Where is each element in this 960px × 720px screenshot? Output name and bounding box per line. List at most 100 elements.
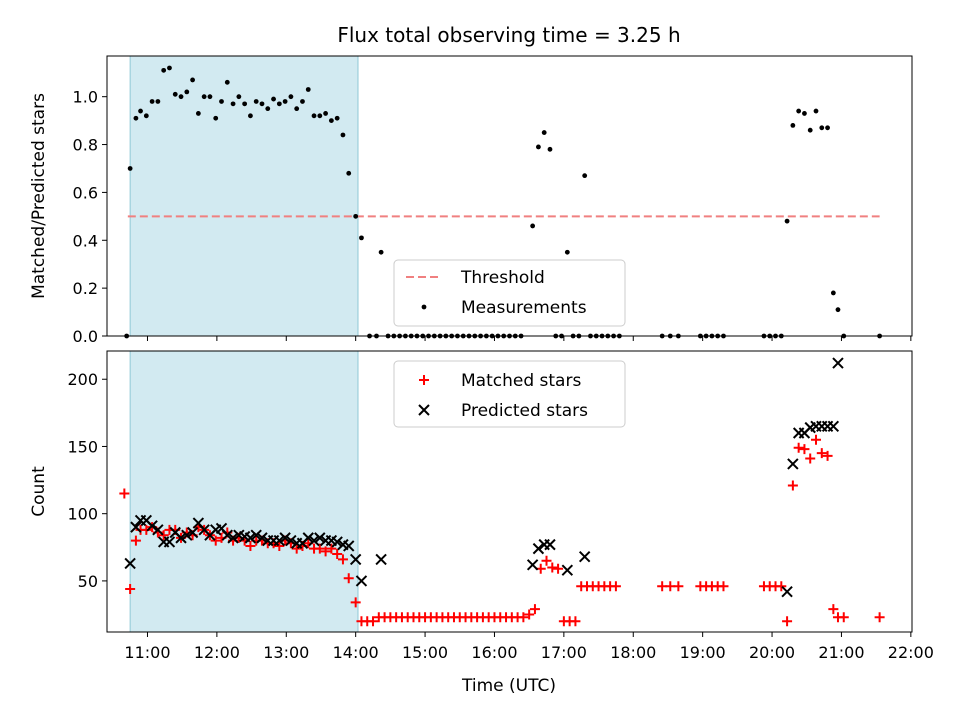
matched-stars-point: [776, 581, 787, 592]
x-tick-label: 11:00: [124, 643, 170, 662]
measurement-point: [796, 108, 802, 114]
predicted-stars-point: [124, 557, 136, 570]
matched-stars-point: [782, 616, 793, 627]
predicted-stars-point: [279, 532, 291, 544]
predicted-stars-point: [163, 536, 176, 548]
measurement-point: [172, 91, 178, 97]
measurement-point: [323, 111, 328, 116]
y-tick-label: 200: [67, 370, 98, 389]
figure-title: Flux total observing time = 3.25 h: [337, 23, 680, 47]
shaded-region: [129, 55, 359, 337]
matched-stars-point: [838, 612, 849, 623]
predicted-stars-point: [308, 534, 320, 547]
matched-stars-point: [799, 444, 810, 455]
x-tick-label: 17:00: [541, 643, 587, 662]
measurement-point: [271, 96, 276, 102]
matched-stars-point: [337, 554, 348, 565]
matched-stars-point: [718, 581, 729, 592]
measurement-point: [195, 111, 201, 116]
measurement-point: [138, 108, 143, 114]
matched-stars-point: [314, 543, 325, 554]
matched-stars-point: [158, 530, 169, 541]
matched-stars-point: [326, 543, 337, 554]
predicted-stars-point: [331, 536, 343, 548]
matched-stars-point: [291, 543, 302, 554]
top-axes: 0.0 0.2 0.4 0.6 0.8 1.0 Matched/Predicted star…: [29, 55, 913, 346]
x-tick-label: 22:00: [888, 643, 934, 662]
legend-box: [393, 360, 626, 428]
legend-predicted-swatch: [418, 404, 430, 416]
measurement-point: [224, 79, 230, 85]
predicted-stars-point: [526, 559, 539, 571]
predicted-stars-point: [285, 534, 297, 547]
predicted-stars-point: [349, 553, 362, 566]
matched-stars-point: [245, 540, 256, 551]
predicted-stars-point: [544, 538, 556, 551]
predicted-stars-point: [787, 458, 799, 470]
matched-stars-point: [141, 524, 152, 535]
y-tick-label: 50: [78, 572, 98, 591]
measurement-point: [276, 101, 282, 107]
y-tick-label: 100: [67, 505, 98, 524]
predicted-stars-point: [130, 521, 142, 533]
y-tick-label: 0.4: [73, 231, 98, 250]
matched-stars-point: [320, 546, 331, 557]
measurement-point: [541, 130, 547, 135]
predicted-stars-point: [832, 357, 844, 369]
measurement-point: [328, 118, 334, 124]
x-tick-label: 20:00: [749, 643, 795, 662]
measurement-point: [547, 146, 553, 152]
measurement-point: [784, 218, 790, 224]
matched-stars-point: [828, 604, 839, 615]
predicted-stars-point: [250, 529, 262, 541]
predicted-stars-point: [827, 420, 840, 432]
measurement-point: [564, 249, 570, 255]
measurement-point: [530, 223, 536, 229]
legend-box: [393, 259, 626, 327]
measurement-point: [536, 144, 541, 150]
predicted-stars-point: [273, 534, 286, 547]
x-tick-label: 12:00: [194, 643, 240, 662]
measurement-point: [161, 67, 167, 73]
y-tick-label: 0.0: [73, 327, 98, 346]
predicted-stars-point: [146, 520, 158, 532]
matched-stars-point: [350, 597, 361, 608]
matched-stars-point: [811, 434, 822, 445]
measurement-point: [334, 115, 340, 121]
matched-stars-point: [570, 616, 581, 627]
measurement-point: [190, 77, 195, 83]
matched-stars-point: [805, 453, 816, 464]
predicted-stars-point: [578, 551, 591, 563]
predicted-stars-point: [256, 532, 268, 544]
y-tick-label: 150: [67, 437, 98, 456]
measurement-point: [359, 235, 364, 241]
measurement-point: [802, 111, 807, 116]
measurement-point: [288, 94, 294, 100]
predicted-stars-point: [343, 540, 355, 552]
measurement-point: [253, 99, 259, 104]
legend-matched-swatch: [419, 375, 429, 385]
matched-stars-point: [210, 535, 221, 546]
measurement-point: [184, 89, 190, 95]
matched-stars-point: [787, 480, 798, 491]
x-tick-label: 16:00: [471, 643, 517, 662]
measurement-point: [127, 166, 133, 171]
predicted-stars-point: [375, 553, 387, 566]
matched-stars-point: [816, 448, 827, 459]
measurement-point: [236, 94, 242, 100]
measurement-point: [346, 170, 352, 176]
predicted-stars-point: [186, 526, 199, 539]
legend-matched-label: Matched stars: [461, 371, 581, 391]
measurement-point: [242, 101, 248, 107]
x-axis-label: Time (UTC): [461, 676, 556, 696]
y-axis-label: Count: [29, 466, 49, 517]
measurement-point: [311, 113, 317, 119]
predicted-stars-point: [152, 524, 164, 536]
measurement-point: [259, 101, 265, 107]
matched-stars-point: [130, 535, 141, 546]
matched-stars-point: [874, 612, 885, 623]
predicted-stars-point: [302, 532, 314, 544]
matched-stars-point: [553, 563, 564, 574]
matched-stars-point: [547, 562, 558, 573]
